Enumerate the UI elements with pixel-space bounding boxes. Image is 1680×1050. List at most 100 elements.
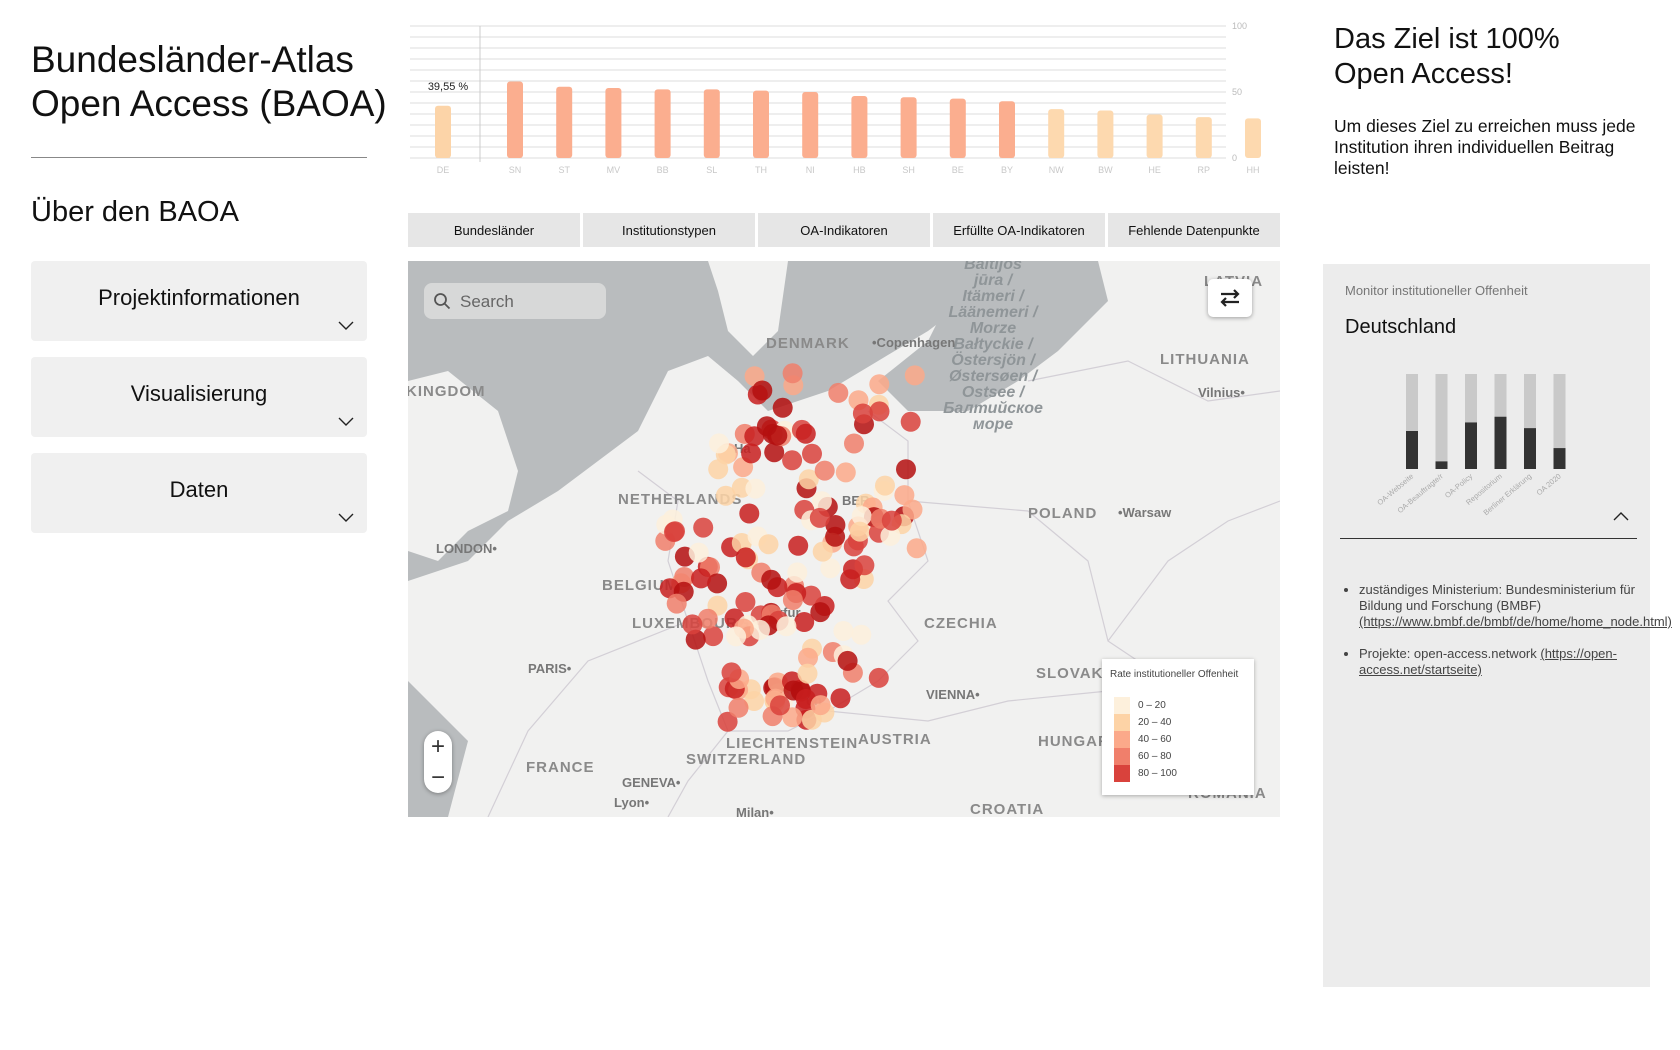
x-tick-label: NI bbox=[806, 165, 815, 175]
map-search[interactable] bbox=[424, 283, 606, 321]
map-label-denmark: DENMARK bbox=[766, 335, 850, 352]
institution-marker bbox=[825, 526, 846, 547]
zoom-in-button[interactable]: + bbox=[430, 732, 445, 760]
ministry-link[interactable]: (https://www.bmbf.de/bmbf/de/home/home_n… bbox=[1359, 614, 1672, 629]
institution-marker bbox=[750, 619, 770, 640]
tab-oa-indikatoren[interactable]: OA-Indikatoren bbox=[758, 213, 930, 247]
institution-map[interactable]: Baltijos jūra / Itämeri / Läänemeri / Morze B… bbox=[408, 261, 1280, 817]
accordion-daten[interactable]: Daten bbox=[31, 453, 367, 533]
indicator-bar bbox=[1465, 422, 1477, 469]
institution-marker bbox=[869, 401, 890, 422]
institution-marker bbox=[707, 573, 728, 594]
institution-marker bbox=[739, 503, 760, 524]
map-label-slovakia: SLOVAKIA bbox=[1036, 665, 1121, 682]
bar-SN bbox=[507, 81, 523, 158]
legend-item: 0 – 20 bbox=[1114, 697, 1166, 714]
institution-marker bbox=[728, 697, 749, 718]
institution-marker bbox=[851, 624, 872, 645]
institution-marker bbox=[756, 416, 777, 437]
chevron-up-icon[interactable] bbox=[1611, 509, 1631, 523]
tab-bundeslaender[interactable]: Bundesländer bbox=[408, 213, 580, 247]
institution-marker bbox=[764, 442, 785, 463]
institution-marker bbox=[844, 433, 864, 454]
legend-swatch bbox=[1114, 697, 1130, 714]
panel-divider bbox=[1340, 538, 1637, 539]
tab-erfuellte-oa-indikatoren[interactable]: Erfüllte OA-Indikatoren bbox=[933, 213, 1105, 247]
institution-marker bbox=[745, 478, 766, 499]
institution-marker bbox=[726, 626, 747, 647]
goal-heading-line2: Open Access! bbox=[1334, 58, 1513, 90]
x-tick-label: BE bbox=[952, 165, 964, 175]
institution-marker bbox=[869, 374, 890, 395]
institution-marker bbox=[688, 542, 709, 563]
about-heading: Über den BAOA bbox=[31, 196, 239, 228]
chevron-down-icon bbox=[338, 513, 354, 522]
indicator-track bbox=[1435, 374, 1448, 469]
accordion-projektinformationen[interactable]: Projektinformationen bbox=[31, 261, 367, 341]
x-tick-label: BB bbox=[657, 165, 669, 175]
bar-HH bbox=[1245, 118, 1261, 158]
institution-marker bbox=[797, 663, 818, 684]
institution-marker bbox=[835, 462, 856, 483]
zoom-control: + − bbox=[424, 731, 452, 793]
institution-marker bbox=[697, 608, 718, 629]
tab-institutionstypen[interactable]: Institutionstypen bbox=[583, 213, 755, 247]
search-input[interactable] bbox=[458, 283, 602, 321]
institution-marker bbox=[904, 365, 925, 386]
map-city-warsaw: •Warsaw bbox=[1118, 505, 1172, 520]
title-divider bbox=[31, 157, 367, 158]
map-city-vilnius: Vilnius• bbox=[1198, 385, 1245, 400]
institution-marker bbox=[833, 621, 854, 641]
map-label-czechia: CZECHIA bbox=[924, 615, 998, 632]
x-tick-label: BY bbox=[1001, 165, 1013, 175]
institution-marker bbox=[708, 459, 729, 480]
x-tick-label: HH bbox=[1247, 165, 1260, 175]
x-tick-label: MV bbox=[607, 165, 621, 175]
bar-HB bbox=[851, 95, 868, 158]
legend-item: 60 – 80 bbox=[1114, 748, 1171, 765]
map-city-copenhagen: •Copenhagen bbox=[872, 335, 956, 350]
institution-marker bbox=[703, 626, 724, 647]
bar-MV bbox=[605, 88, 622, 158]
institution-marker bbox=[721, 662, 742, 683]
indicator-bar bbox=[1524, 428, 1536, 469]
x-tick-label: SL bbox=[706, 165, 717, 175]
map-label-poland: POLAND bbox=[1028, 505, 1098, 522]
accordion-label: Projektinformationen bbox=[98, 285, 300, 310]
institution-marker bbox=[802, 443, 822, 464]
institution-marker bbox=[752, 380, 773, 401]
institution-marker bbox=[840, 569, 861, 590]
legend-swatch bbox=[1114, 731, 1130, 748]
bar-SH bbox=[900, 97, 917, 158]
institution-marker bbox=[849, 521, 870, 542]
institution-marker bbox=[776, 616, 797, 637]
institution-markers[interactable] bbox=[408, 261, 1280, 817]
institution-marker bbox=[744, 691, 765, 711]
map-label-netherlands: NETHERLANDS bbox=[618, 491, 743, 508]
institution-marker bbox=[828, 382, 849, 403]
institution-marker bbox=[801, 709, 822, 730]
map-label-switzerland: SWITZERLAND bbox=[686, 751, 807, 768]
institution-marker bbox=[820, 558, 841, 579]
indicator-bar bbox=[1494, 416, 1507, 469]
institution-marker bbox=[880, 525, 901, 546]
institution-marker bbox=[685, 629, 706, 650]
map-city-london: LONDON• bbox=[436, 541, 497, 556]
tab-fehlende-datenpunkte[interactable]: Fehlende Datenpunkte bbox=[1108, 213, 1280, 247]
institution-marker bbox=[811, 491, 832, 512]
list-item: Projekte: open-access.network (https://o… bbox=[1359, 646, 1659, 678]
chevron-down-icon bbox=[338, 321, 354, 330]
swap-view-button[interactable] bbox=[1208, 279, 1252, 317]
x-tick-label: SN bbox=[509, 165, 522, 175]
accordion-visualisierung[interactable]: Visualisierung bbox=[31, 357, 367, 437]
institution-marker bbox=[682, 614, 703, 635]
panel-kicker: Monitor institutioneller Offenheit bbox=[1345, 283, 1528, 298]
y-tick-label: 100 bbox=[1232, 21, 1247, 31]
institution-marker bbox=[787, 562, 808, 583]
bar-NI bbox=[802, 92, 819, 158]
zoom-out-button[interactable]: − bbox=[430, 763, 445, 791]
projects-link[interactable]: (https://open-access.net/startseite) bbox=[1359, 646, 1617, 677]
map-city-paris: PARIS• bbox=[528, 661, 572, 676]
x-tick-label: ST bbox=[558, 165, 570, 175]
map-label-liechtenstein: LIECHTENSTEIN bbox=[726, 735, 859, 752]
